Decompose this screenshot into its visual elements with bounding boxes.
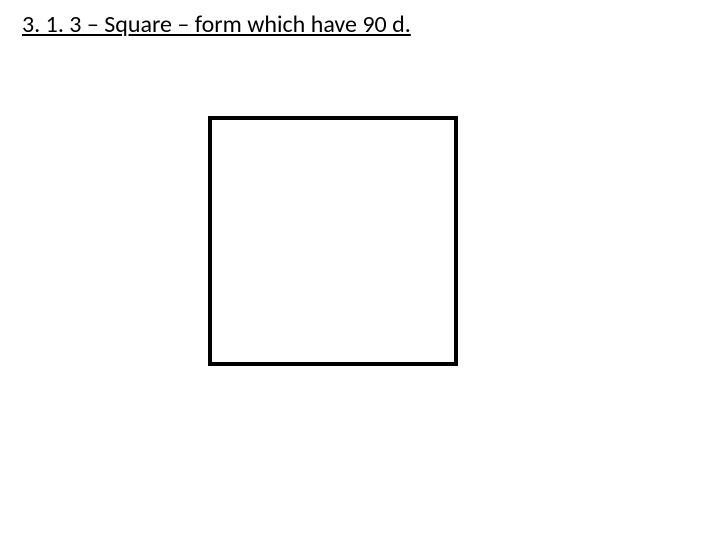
square-shape (208, 116, 458, 366)
section-heading: 3. 1. 3 – Square – form which have 90 d. (22, 10, 411, 39)
